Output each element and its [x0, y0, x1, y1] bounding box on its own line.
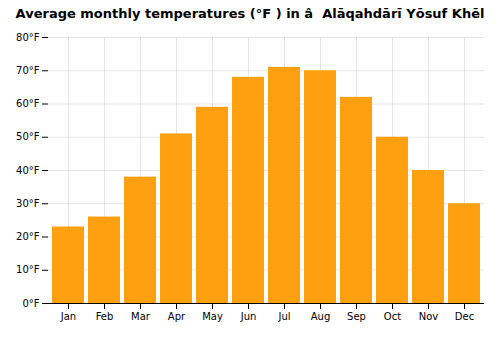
svg-text:Apr: Apr: [168, 311, 186, 322]
svg-text:10°F: 10°F: [16, 264, 40, 275]
svg-text:30°F: 30°F: [16, 198, 40, 209]
svg-text:Nov: Nov: [419, 311, 439, 322]
svg-text:50°F: 50°F: [16, 131, 40, 142]
svg-text:Sep: Sep: [347, 311, 366, 322]
html-text:Average monthly temperatures (: Average monthly temperatures (°F ) in â …: [15, 6, 485, 21]
svg-text:Oct: Oct: [384, 311, 401, 322]
svg-text:Dec: Dec: [455, 311, 474, 322]
svg-text:70°F: 70°F: [16, 65, 40, 76]
svg-text:20°F: 20°F: [16, 231, 40, 242]
svg-text:Feb: Feb: [96, 311, 114, 322]
svg-text:0°F: 0°F: [22, 298, 39, 309]
svg-text:60°F: 60°F: [16, 98, 40, 109]
svg-text:Jan: Jan: [60, 311, 76, 322]
svg-text:Mar: Mar: [131, 311, 151, 322]
svg-text:40°F: 40°F: [16, 165, 40, 176]
svg-text:May: May: [202, 311, 223, 322]
svg-text:Aug: Aug: [311, 311, 331, 322]
svg-text:Jun: Jun: [240, 311, 257, 322]
svg-text:80°F: 80°F: [16, 32, 40, 43]
svg-text:Jul: Jul: [277, 311, 290, 322]
